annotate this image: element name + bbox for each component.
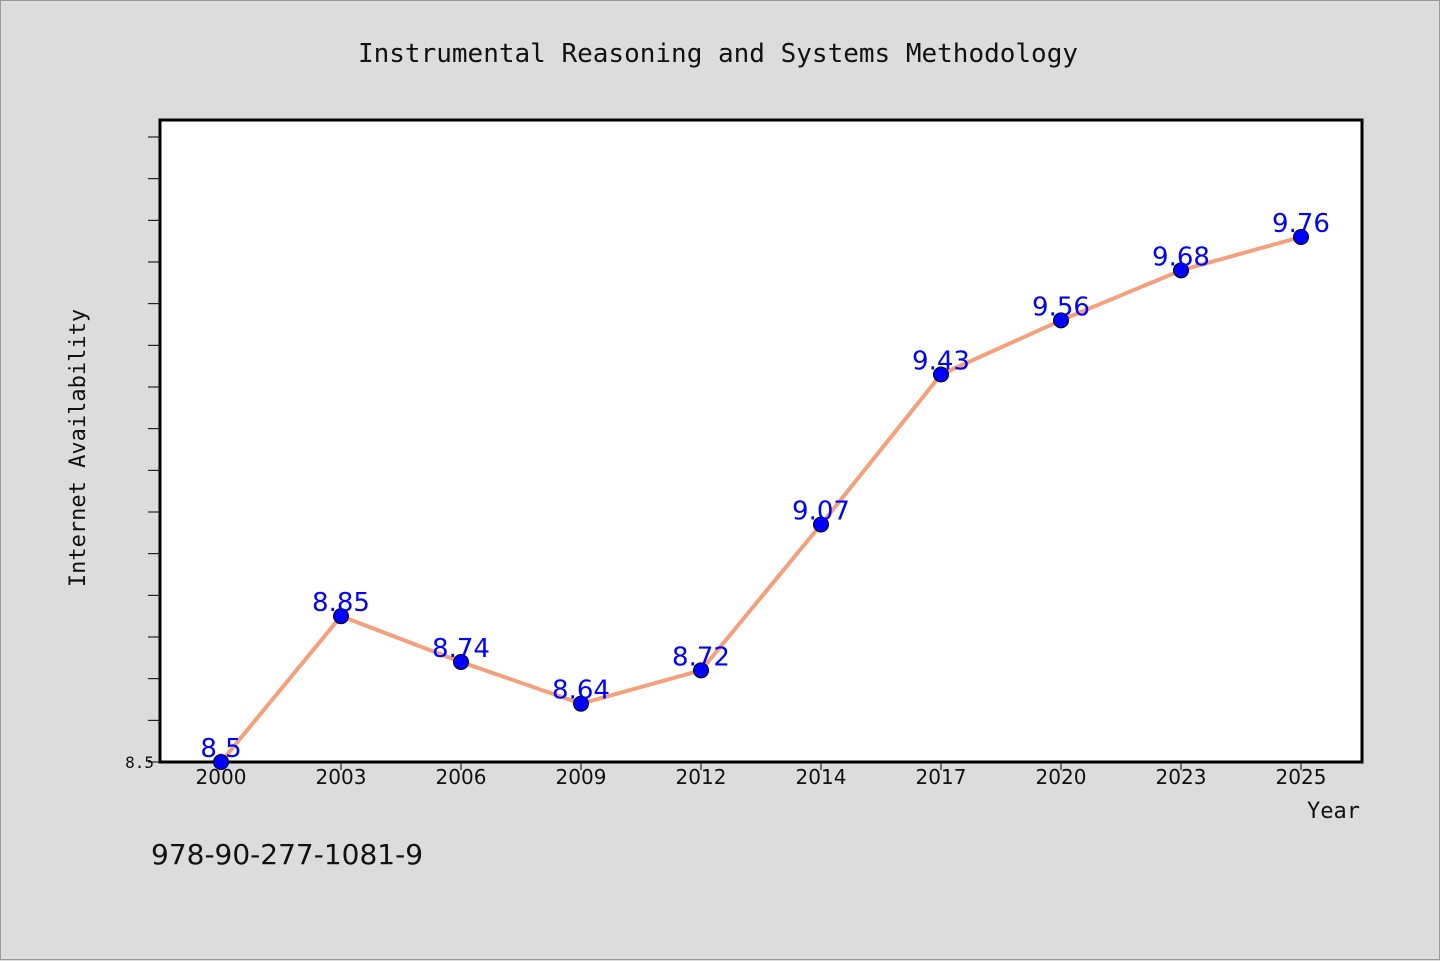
data-label: 8.72 xyxy=(672,642,730,672)
x-axis-ticks: 2000 2003 2006 2009 2012 2014 2017 2020 2023 2025 xyxy=(196,762,1327,789)
data-point xyxy=(1173,262,1189,279)
data-label: 8.74 xyxy=(432,634,490,664)
data-label: 9.68 xyxy=(1152,242,1210,272)
data-label: 9.76 xyxy=(1272,209,1330,239)
chart-title: Instrumental Reasoning and Systems Metho… xyxy=(358,39,1078,69)
x-axis-label: Year xyxy=(1307,799,1360,824)
data-point xyxy=(573,695,589,712)
data-labels: 8.5 8.85 8.74 8.64 8.72 9.07 9.43 9.56 9.68 9.76 xyxy=(200,209,1330,764)
x-tick-label: 2014 xyxy=(796,765,847,789)
x-tick-label: 2023 xyxy=(1156,765,1207,789)
data-point xyxy=(1053,312,1069,329)
data-label: 9.43 xyxy=(912,347,970,377)
x-tick-label: 2020 xyxy=(1036,765,1087,789)
x-tick-label: 2017 xyxy=(916,765,967,789)
x-tick-label: 2025 xyxy=(1276,765,1327,789)
data-point xyxy=(1293,229,1309,245)
series-line xyxy=(219,235,1302,764)
data-point xyxy=(933,366,949,383)
x-tick-label: 2003 xyxy=(316,765,367,789)
data-point xyxy=(693,662,709,679)
y-axis-ticks: 8.5 xyxy=(125,136,160,772)
x-tick-label: 2009 xyxy=(556,765,607,789)
y-axis-label: Internet Availability xyxy=(66,309,91,587)
x-tick-label: 2006 xyxy=(436,765,487,789)
plot-area xyxy=(158,118,1364,764)
data-label: 8.5 xyxy=(200,734,241,764)
data-label: 9.07 xyxy=(792,497,850,527)
data-label: 9.56 xyxy=(1032,292,1090,322)
data-point xyxy=(813,516,829,533)
y-tick-label: 8.5 xyxy=(125,753,154,772)
isbn-text: 978-90-277-1081-9 xyxy=(151,838,423,871)
series-layer xyxy=(213,229,1309,770)
data-point xyxy=(213,754,229,770)
x-tick-label: 2012 xyxy=(676,765,727,789)
data-label: 8.64 xyxy=(552,676,610,706)
data-point xyxy=(333,608,349,625)
data-label: 8.85 xyxy=(312,588,370,618)
data-point xyxy=(453,654,469,670)
